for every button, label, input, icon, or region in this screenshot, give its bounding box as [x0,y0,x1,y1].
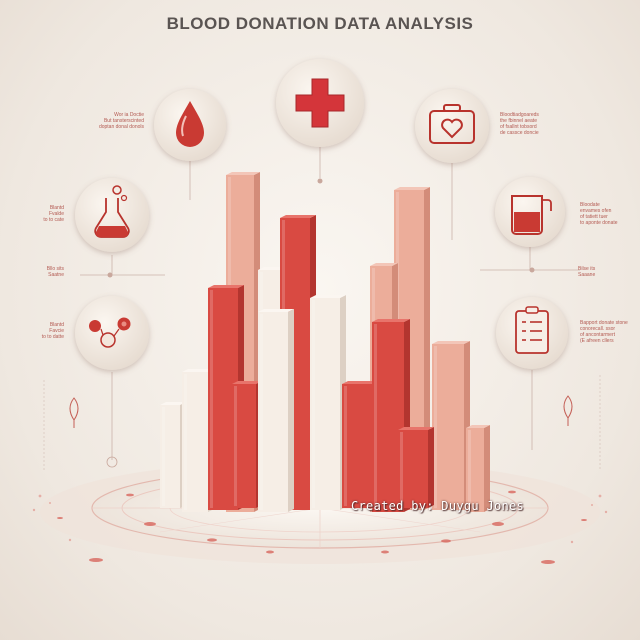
decorative-bar-columns [160,172,490,512]
location-pin-icon [563,395,573,426]
bar-column [466,425,490,512]
bar-column [232,381,262,508]
location-pin-icon [69,397,79,428]
connector-lines [43,128,601,470]
caption-text: Bloodate envames ofen of tatiett tuer to… [580,202,618,226]
caption-text: Bilse its Saaane [578,266,596,278]
caption-text: Bloodtiadgoareds the fbinnel aeate of fs… [500,112,539,136]
medical-cross-icon [276,59,364,147]
bar-column [258,309,294,512]
author-credit: Created by: Duygu Jones [351,499,525,513]
bar-column [398,427,434,508]
caption-text: Blantd Fvalde to to cate [43,205,64,223]
blood-cells-icon [75,296,149,370]
caption-text: Bllo sits Saatne [46,266,64,278]
blood-bag-icon [495,177,565,247]
blood-flask-icon [75,178,149,252]
blood-drop-icon [154,89,226,161]
infographic-title: BLOOD DONATION DATA ANALYSIS [166,14,474,33]
bar-column [432,341,470,510]
bar-column [310,295,346,510]
caption-text: Wor ia Doctie But tansterscinted doptan … [98,112,144,130]
caption-text: Blantd Favcie to to datte [41,322,64,340]
caption-text: Bapport donate stone conorecall. ssor of… [580,320,628,344]
checklist-icon [496,297,568,369]
heart-briefcase-icon [415,89,489,163]
